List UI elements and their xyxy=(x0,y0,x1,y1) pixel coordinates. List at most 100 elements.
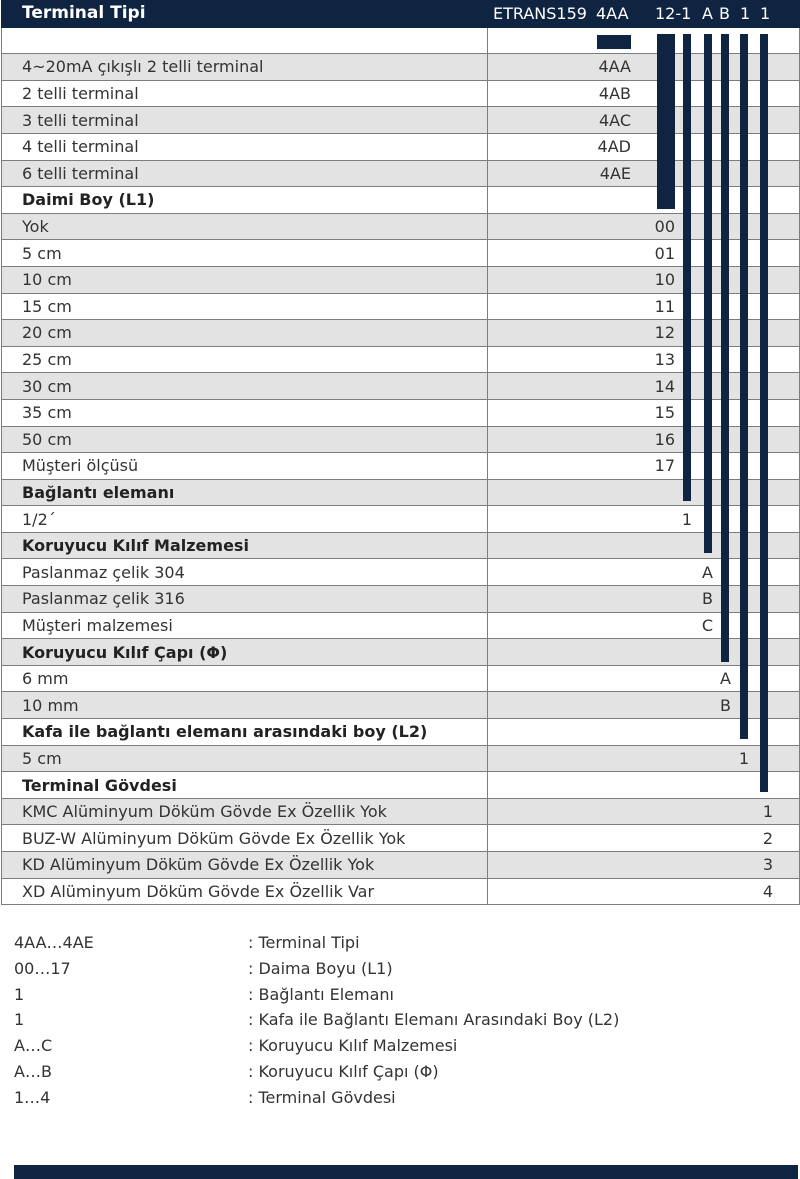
option-row: 5 cm 1 xyxy=(1,744,800,773)
option-code xyxy=(487,26,800,55)
option-label: Müşteri malzemesi xyxy=(1,611,488,640)
legend-code: 1…4 xyxy=(14,1087,51,1107)
option-code: 4AA xyxy=(487,53,800,81)
option-label: 30 cm xyxy=(1,372,488,400)
legend-description: : Kafa ile Bağlantı Elemanı Arasındaki B… xyxy=(248,1010,620,1030)
option-code: 12 xyxy=(487,319,800,347)
terminal-type-marker xyxy=(597,35,631,49)
option-code: 16 xyxy=(487,425,800,454)
option-row: 30 cm 14 xyxy=(1,372,800,400)
table-title: Terminal Tipi xyxy=(1,0,488,28)
option-code: 01 xyxy=(487,239,800,267)
option-row: 1/2´ 1 xyxy=(1,505,800,533)
option-code: 14 xyxy=(487,372,800,400)
option-label: 4~20mA çıkışlı 2 telli terminal xyxy=(1,53,488,81)
option-row: KMC Alüminyum Döküm Gövde Ex Özellik Yok… xyxy=(1,797,800,826)
length-l2-connector xyxy=(740,34,748,739)
model-name: ETRANS159 xyxy=(493,4,587,23)
sheath-diameter-connector xyxy=(721,34,729,662)
code-sheath-diameter: B xyxy=(719,4,730,23)
section-title: Koruyucu Kılıf Malzemesi xyxy=(1,531,488,560)
option-row: 4 telli terminal 4AD xyxy=(1,132,800,161)
legend-row: 1 : Bağlantı Elemanı xyxy=(14,982,794,1008)
option-code: 15 xyxy=(487,398,800,427)
legend-code: A…B xyxy=(14,1061,52,1081)
legend-row: 1…4: Terminal Gövdesi xyxy=(14,1085,794,1111)
code-terminal-type: 4AA xyxy=(596,4,629,23)
option-row: BUZ-W Alüminyum Döküm Gövde Ex Özellik Y… xyxy=(1,824,800,852)
option-label: Paslanmaz çelik 304 xyxy=(1,558,488,587)
option-row: Paslanmaz çelik 304 A xyxy=(1,558,800,587)
option-row: Paslanmaz çelik 316 B xyxy=(1,585,800,613)
option-label: 6 mm xyxy=(1,664,488,693)
option-code: 00 xyxy=(487,212,800,241)
legend-code: 1 xyxy=(14,984,25,1004)
option-code: 1 xyxy=(487,505,800,533)
legend-code: A…C xyxy=(14,1036,53,1056)
option-label: Yok xyxy=(1,212,488,241)
option-code: 13 xyxy=(487,345,800,374)
option-label: 15 cm xyxy=(1,292,488,321)
ordering-code-table: Terminal Tipi 4~20mA çıkışlı 2 telli ter… xyxy=(1,0,800,906)
footer-bar xyxy=(14,1165,798,1179)
option-code: 4 xyxy=(487,877,800,906)
legend-code: 1 xyxy=(14,1010,25,1030)
section-row: Kafa ile bağlantı elemanı arasındaki boy… xyxy=(1,718,800,746)
option-code: 11 xyxy=(487,292,800,321)
option-label: Müşteri ölçüsü xyxy=(1,452,488,480)
option-code xyxy=(487,478,800,507)
table-header-row: Terminal Tipi xyxy=(1,0,800,28)
legend-description: : Koruyucu Kılıf Çapı (Φ) xyxy=(248,1061,439,1081)
option-row: Yok 00 xyxy=(1,212,800,241)
option-label: 25 cm xyxy=(1,345,488,374)
option-code: 4AE xyxy=(487,159,800,188)
option-code xyxy=(487,771,800,799)
option-label: 10 cm xyxy=(1,265,488,294)
option-row: 6 telli terminal 4AE xyxy=(1,159,800,188)
option-code xyxy=(487,186,800,214)
option-label: 2 telli terminal xyxy=(1,79,488,108)
option-row: 35 cm 15 xyxy=(1,398,800,427)
code-length-l2: 1 xyxy=(740,4,751,23)
option-row: KD Alüminyum Döküm Gövde Ex Özellik Yok 3 xyxy=(1,851,800,879)
option-label: 6 telli terminal xyxy=(1,159,488,188)
legend-row: 4AA…4AE: Terminal Tipi xyxy=(14,930,794,956)
option-row: Müşteri ölçüsü 17 xyxy=(1,452,800,480)
section-row: Koruyucu Kılıf Çapı (Φ) xyxy=(1,638,800,666)
option-code: 4AD xyxy=(487,132,800,161)
blank-row xyxy=(1,26,800,55)
option-code: 4AB xyxy=(487,79,800,108)
code-sheath-material: A xyxy=(702,4,713,23)
legend-code: 4AA…4AE xyxy=(14,933,94,952)
option-code: 1 xyxy=(487,797,800,826)
code-legend: 4AA…4AE: Terminal Tipi 00…17: Daima Boyu … xyxy=(14,930,794,1111)
option-code xyxy=(487,531,800,560)
option-row: XD Alüminyum Döküm Gövde Ex Özellik Var 4 xyxy=(1,877,800,906)
legend-description: : Bağlantı Elemanı xyxy=(248,984,394,1004)
terminal-body-connector xyxy=(760,34,768,792)
connection-element-connector xyxy=(683,34,691,501)
option-code: 1 xyxy=(487,744,800,773)
option-code: B xyxy=(487,585,800,613)
legend-description: : Koruyucu Kılıf Malzemesi xyxy=(248,1036,458,1056)
option-label: 35 cm xyxy=(1,398,488,427)
code-length-l1: 12-1 xyxy=(655,4,692,23)
option-label: 4 telli terminal xyxy=(1,132,488,161)
sheath-material-connector xyxy=(704,34,712,553)
legend-code: 00…17 xyxy=(14,958,71,978)
option-label: KMC Alüminyum Döküm Gövde Ex Özellik Yok xyxy=(1,797,488,826)
section-row: Koruyucu Kılıf Malzemesi xyxy=(1,531,800,560)
option-label: 5 cm xyxy=(1,744,488,773)
option-code: C xyxy=(487,611,800,640)
option-code: B xyxy=(487,691,800,720)
option-code: 17 xyxy=(487,452,800,480)
option-code: A xyxy=(487,664,800,693)
option-row: 5 cm 01 xyxy=(1,239,800,267)
option-code: 10 xyxy=(487,265,800,294)
option-row: 10 mm B xyxy=(1,691,800,720)
option-code xyxy=(487,638,800,666)
option-label: 3 telli terminal xyxy=(1,106,488,134)
option-label: XD Alüminyum Döküm Gövde Ex Özellik Var xyxy=(1,877,488,906)
option-label: KD Alüminyum Döküm Gövde Ex Özellik Yok xyxy=(1,851,488,879)
section-title: Koruyucu Kılıf Çapı (Φ) xyxy=(1,638,488,666)
